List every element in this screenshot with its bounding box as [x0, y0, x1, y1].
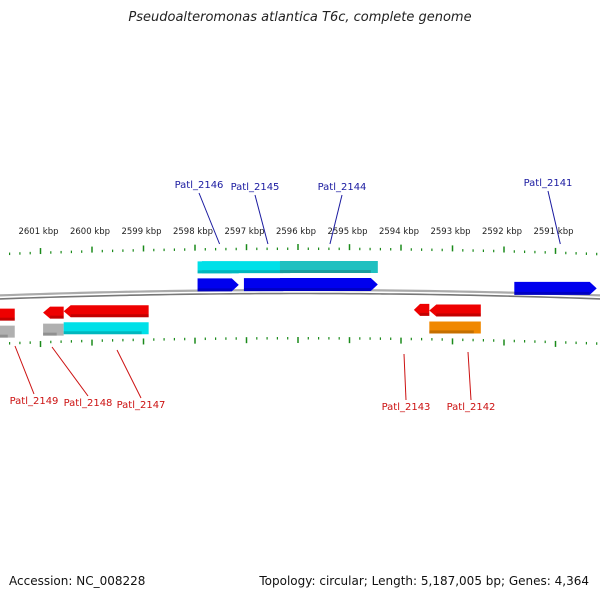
reverse-cds-Patl_2142-shade — [429, 330, 474, 334]
ruler-label: 2593 kbp — [430, 227, 470, 237]
reverse-gene-Patl_2149-shade — [0, 317, 15, 321]
forward-cds-Patl_2145 — [201, 261, 291, 274]
label-Patl_2144: Patl_2144 — [318, 182, 367, 193]
leader-Patl_2148 — [51, 346, 89, 397]
reverse-gene-Patl_2149 — [0, 308, 15, 321]
ruler-label: 2598 kbp — [173, 227, 213, 237]
reverse-cds-Patl_2147 — [63, 322, 149, 335]
ruler-label: 2595 kbp — [327, 227, 367, 237]
leader-Patl_2143 — [403, 353, 407, 401]
label-Patl_2148: Patl_2148 — [64, 398, 113, 409]
leader-Patl_2141 — [547, 190, 561, 245]
leader-Patl_2147 — [116, 349, 142, 399]
forward-gene-Patl_2145-shade — [243, 288, 284, 292]
label-Patl_2143: Patl_2143 — [382, 402, 431, 413]
ruler-label: 2601 kbp — [18, 227, 58, 237]
reverse-gene-Patl_2142 — [429, 304, 481, 317]
forward-gene-Patl_2145 — [243, 278, 291, 292]
reverse-gene-Patl_2143 — [413, 303, 430, 316]
ruler-label: 2599 kbp — [121, 227, 161, 237]
leader-Patl_2145 — [254, 194, 269, 245]
reverse-cds-Patl_2148 — [43, 323, 64, 336]
reverse-cds-Patl_2148-shade — [43, 332, 57, 336]
forward-gene-Patl_2141 — [514, 281, 597, 295]
forward-cds-Patl_2145-shade — [201, 270, 284, 274]
leader-Patl_2144 — [329, 194, 343, 245]
label-Patl_2142: Patl_2142 — [447, 402, 496, 413]
ruler-label: 2591 kbp — [533, 227, 573, 237]
leader-Patl_2146 — [198, 192, 221, 245]
ruler-label: 2600 kbp — [70, 227, 110, 237]
forward-cds-Patl_2144 — [279, 261, 378, 274]
reverse-cds-Patl_2149 — [0, 325, 15, 338]
label-Patl_2145: Patl_2145 — [231, 182, 280, 193]
forward-gene-Patl_2146 — [197, 278, 239, 292]
forward-gene-Patl_2144-shade — [279, 288, 371, 292]
forward-gene-Patl_2146-shade — [197, 288, 232, 292]
forward-gene-Patl_2141-shade — [514, 291, 590, 295]
ruler-label: 2597 kbp — [224, 227, 264, 237]
reverse-gene-Patl_2147 — [63, 305, 149, 318]
reverse-gene-Patl_2148 — [43, 306, 64, 319]
accession-label: Accession: NC_008228 — [9, 574, 146, 588]
ruler-label: 2592 kbp — [482, 227, 522, 237]
ruler-label: 2596 kbp — [276, 227, 316, 237]
label-Patl_2149: Patl_2149 — [10, 396, 59, 407]
forward-cds-Patl_2144-shade — [279, 270, 371, 274]
reverse-gene-Patl_2143-shade — [420, 312, 430, 316]
label-Patl_2146: Patl_2146 — [175, 180, 224, 191]
reverse-gene-Patl_2147-shade — [70, 314, 149, 318]
backbone-inner — [0, 292, 600, 300]
ruler-label: 2594 kbp — [379, 227, 419, 237]
genome-summary: Topology: circular; Length: 5,187,005 bp… — [259, 574, 589, 588]
reverse-gene-Patl_2148-shade — [50, 315, 64, 319]
map-title: Pseudoalteromonas atlantica T6c, complet… — [128, 10, 472, 25]
leader-Patl_2142 — [467, 351, 472, 401]
leader-Patl_2149 — [14, 345, 35, 395]
reverse-cds-Patl_2149-shade — [0, 334, 8, 338]
reverse-cds-Patl_2142 — [429, 321, 481, 334]
reverse-gene-Patl_2142-shade — [436, 313, 481, 317]
reverse-cds-Patl_2147-shade — [63, 331, 142, 335]
label-Patl_2147: Patl_2147 — [117, 400, 166, 411]
forward-gene-Patl_2144 — [279, 278, 378, 292]
label-Patl_2141: Patl_2141 — [524, 178, 573, 189]
